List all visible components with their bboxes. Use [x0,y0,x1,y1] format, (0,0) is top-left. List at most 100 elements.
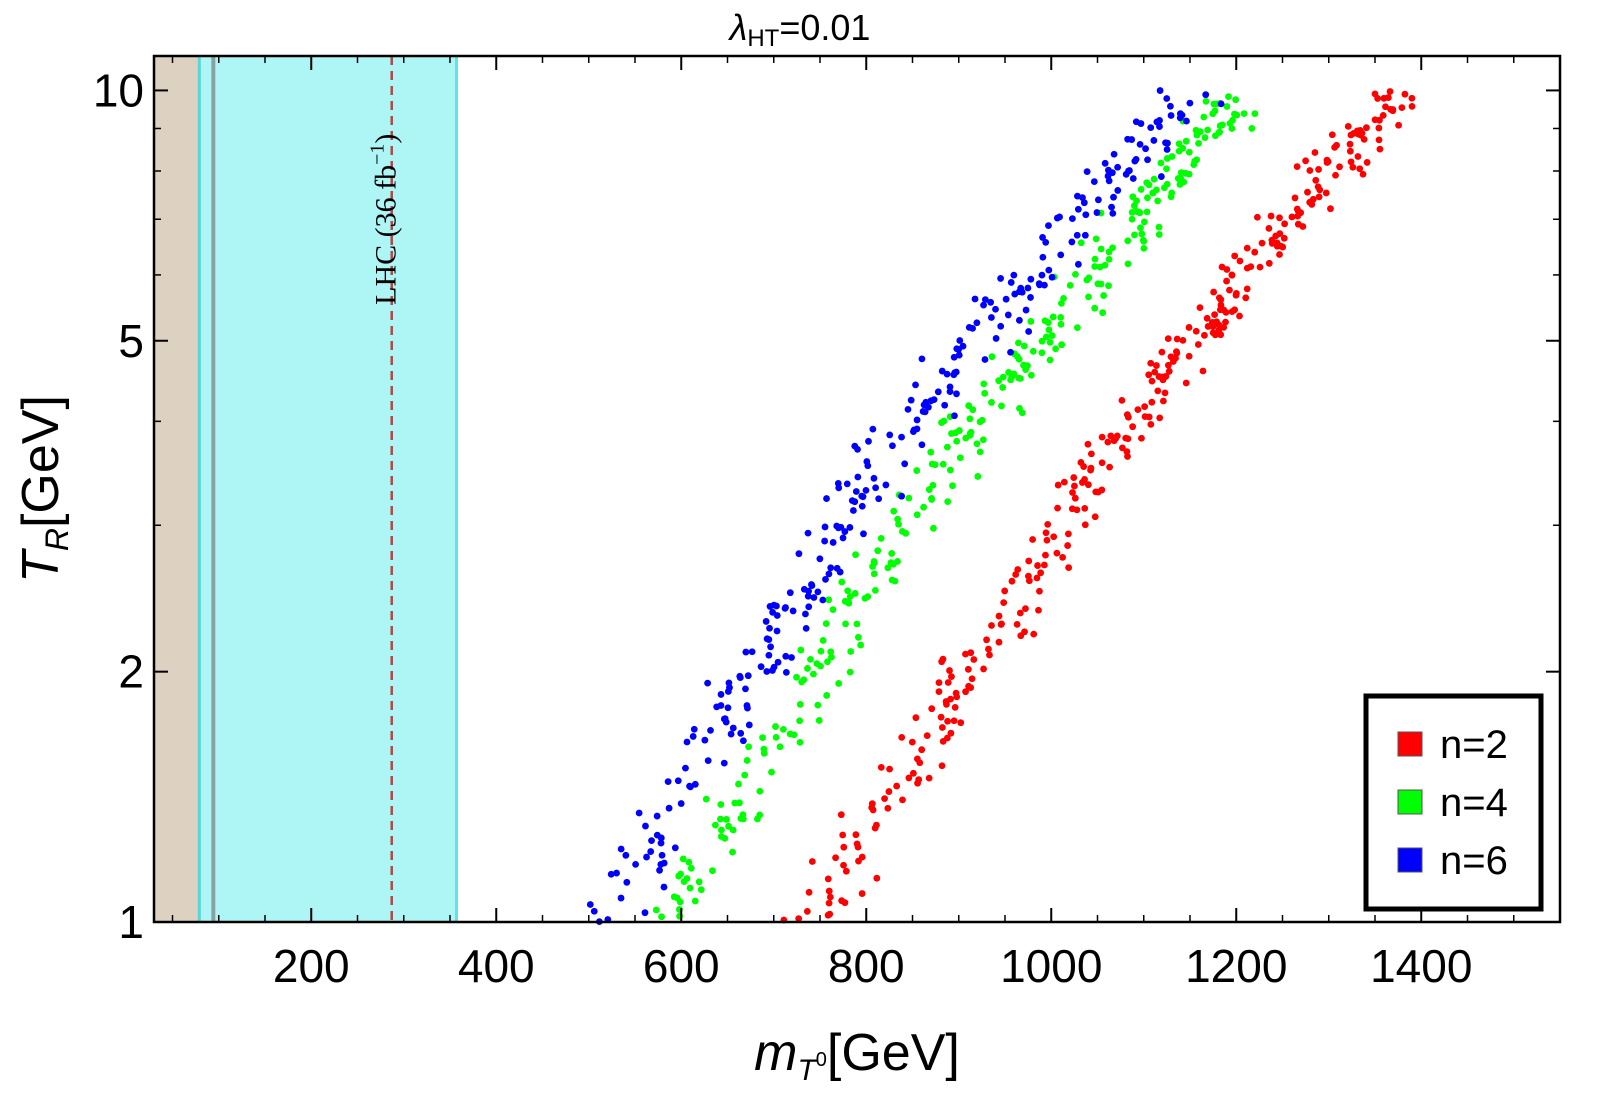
point-n=2 [1179,336,1187,344]
point-n=6 [971,295,979,303]
point-n=2 [1242,294,1250,302]
point-n=2 [1185,352,1193,360]
point-n=2 [944,717,951,725]
point-n=2 [1380,94,1388,102]
point-n=4 [828,653,835,661]
point-n=2 [935,679,943,687]
point-n=6 [737,729,745,737]
point-n=2 [1017,632,1025,640]
point-n=2 [1306,167,1314,174]
point-n=6 [717,691,725,698]
point-n=6 [889,442,896,450]
point-n=4 [874,547,882,555]
point-n=2 [985,645,992,653]
point-n=2 [905,774,913,782]
point-n=6 [1142,145,1149,153]
point-n=4 [853,620,861,628]
point-n=2 [1060,478,1068,486]
point-n=4 [723,816,730,823]
point-n=6 [843,480,851,488]
point-n=2 [1087,450,1095,458]
point-n=2 [1014,566,1022,573]
point-n=2 [1077,459,1085,466]
point-n=2 [1217,331,1225,339]
point-n=4 [1027,371,1035,379]
point-n=6 [789,607,797,615]
point-n=4 [842,620,849,628]
point-n=2 [1022,605,1029,613]
point-n=2 [1232,291,1240,299]
point-n=6 [934,388,942,396]
point-n=6 [821,523,829,531]
point-n=6 [1082,211,1090,219]
point-n=6 [1090,178,1098,185]
point-n=2 [1069,489,1076,496]
point-n=2 [873,821,880,829]
point-n=4 [691,897,699,905]
point-n=6 [657,834,665,842]
point-n=6 [1110,193,1117,201]
legend-label-n4: n=4 [1440,781,1508,825]
point-n=4 [809,670,817,678]
point-n=4 [1057,313,1065,321]
point-n=4 [846,593,854,600]
point-n=2 [1228,308,1236,316]
point-n=6 [607,870,615,878]
point-n=4 [1231,110,1238,118]
lhc-cyan-region [199,56,457,922]
point-n=4 [835,680,843,687]
point-n=2 [1332,171,1339,179]
point-n=2 [986,651,993,659]
point-n=6 [1017,284,1025,292]
point-n=6 [965,323,973,331]
point-n=2 [1253,213,1261,221]
point-n=4 [1042,333,1050,341]
point-n=6 [766,624,773,632]
point-n=6 [1038,271,1046,279]
point-n=6 [1202,91,1210,99]
point-n=2 [995,638,1003,646]
point-n=4 [1038,349,1046,357]
point-n=6 [1045,222,1052,229]
point-n=6 [1042,238,1050,246]
point-n=6 [1186,99,1194,107]
point-n=6 [1094,196,1102,204]
point-n=6 [721,715,729,723]
point-n=6 [727,730,735,738]
x-tick-label: 800 [828,940,905,992]
point-n=2 [1113,432,1121,440]
point-n=4 [946,466,954,474]
y-axis-title-sub: R [39,528,75,551]
point-n=2 [908,738,916,746]
point-n=2 [877,763,885,771]
point-n=6 [590,907,598,915]
point-n=2 [1356,165,1364,173]
point-n=2 [1110,437,1118,445]
point-n=4 [685,858,693,866]
point-n=4 [965,402,973,410]
point-n=4 [928,460,936,468]
point-n=2 [1322,189,1330,197]
point-n=2 [1273,242,1281,250]
point-n=4 [1201,134,1209,141]
point-n=6 [1101,159,1109,167]
point-n=4 [1163,180,1171,188]
point-n=4 [1124,260,1132,268]
point-n=6 [1022,306,1030,314]
point-n=2 [1258,239,1266,247]
point-n=4 [1149,189,1157,197]
point-n=2 [1043,536,1051,544]
point-n=4 [999,384,1007,391]
point-n=2 [803,907,811,915]
point-n=6 [1132,118,1140,126]
point-n=6 [660,883,668,891]
point-n=2 [957,719,965,727]
point-n=2 [1293,163,1301,170]
point-n=6 [773,627,781,635]
point-n=2 [1151,368,1159,376]
point-n=6 [1150,137,1158,144]
point-n=6 [726,684,733,692]
point-n=2 [970,656,978,663]
y-axis-title-unit: [GeV] [12,395,70,528]
point-n=4 [1129,193,1137,201]
